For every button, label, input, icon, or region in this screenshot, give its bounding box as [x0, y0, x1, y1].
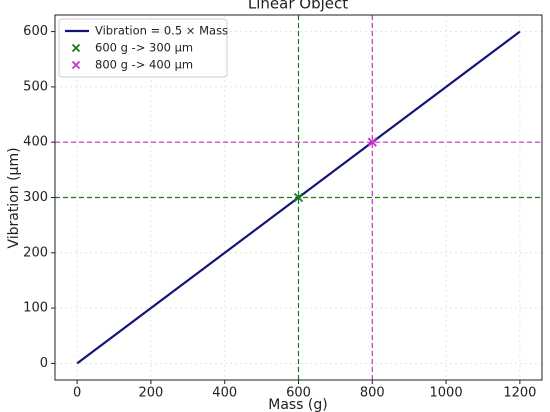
y-tick-label: 300 [23, 190, 48, 205]
y-tick-label: 500 [23, 79, 48, 94]
x-axis-label: Mass (g) [268, 397, 328, 412]
y-tick-label: 600 [23, 24, 48, 39]
y-tick-label: 400 [23, 135, 48, 150]
x-tick-label: 600 [286, 386, 311, 401]
x-tick-label: 1200 [503, 386, 536, 401]
legend-marker [71, 43, 81, 53]
scatter-point [367, 137, 377, 147]
y-tick-label: 200 [23, 245, 48, 260]
legend-marker [71, 60, 81, 70]
x-tick-label: 1000 [430, 386, 463, 401]
x-tick-label: 200 [139, 386, 164, 401]
x-tick-label: 400 [212, 386, 237, 401]
y-tick-label: 100 [23, 301, 48, 316]
x-tick-label: 0 [73, 386, 81, 401]
x-tick-label: 800 [360, 386, 385, 401]
legend-label: 600 g -> 300 µm [95, 41, 193, 55]
legend-label: Vibration = 0.5 × Mass [95, 24, 228, 38]
y-axis-label: Vibration (µm) [6, 147, 22, 248]
chart-title: Linear Object [248, 0, 348, 13]
legend-box [58, 18, 228, 78]
y-tick-label: 0 [40, 356, 48, 371]
scatter-point [293, 192, 304, 203]
plot-frame [54, 14, 543, 381]
legend-label: 800 g -> 400 µm [95, 58, 193, 72]
